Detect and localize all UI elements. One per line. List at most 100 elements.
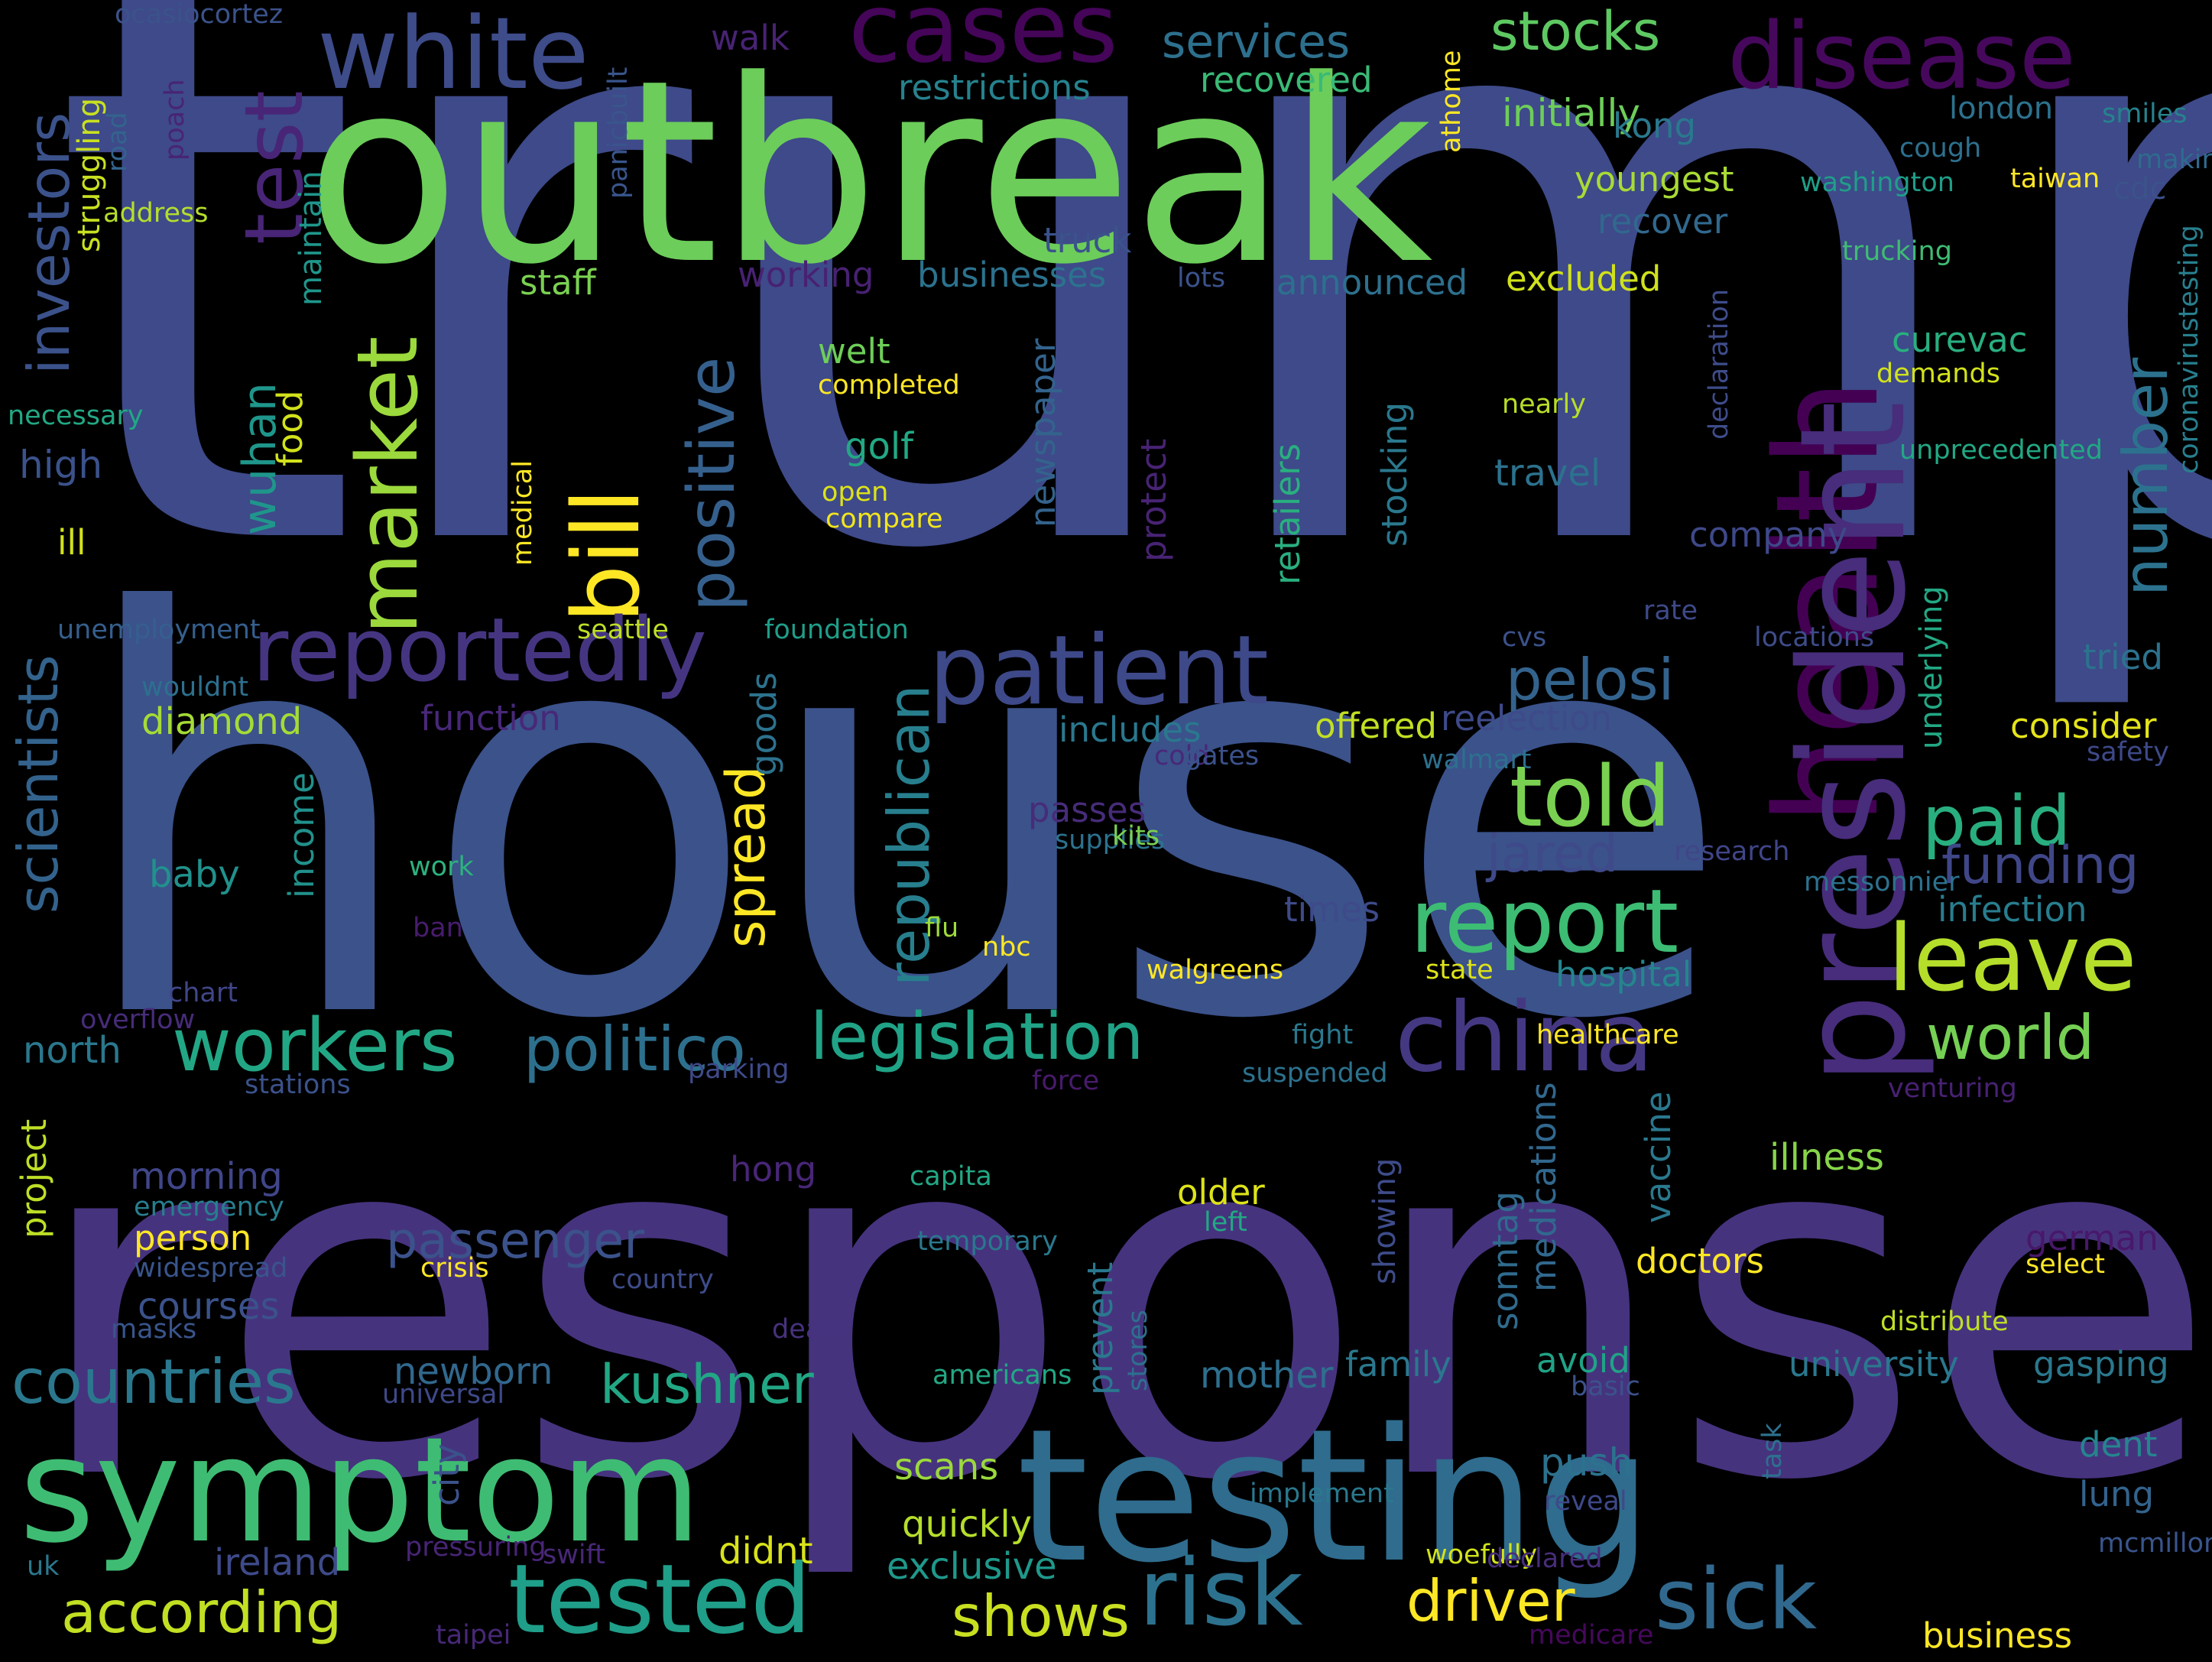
word-nbc: nbc (982, 932, 1031, 962)
word-golf: golf (845, 425, 914, 468)
word-travel: travel (1494, 452, 1601, 495)
word-safety: safety (2087, 737, 2169, 768)
word-includes: includes (1059, 709, 1201, 750)
word-jared: jared (1485, 824, 1618, 885)
word-unprecedented: unprecedented (1899, 435, 2103, 466)
word-declared: declared (1487, 1544, 1603, 1574)
word-politico: politico (524, 1014, 746, 1085)
word-cold: cold (1154, 741, 1210, 771)
word-locations: locations (1754, 622, 1874, 653)
word-didnt: didnt (718, 1530, 813, 1573)
word-cough: cough (1899, 133, 1981, 164)
word-passenger: passenger (386, 1212, 644, 1270)
word-poach: poach (160, 79, 190, 161)
word-morning: morning (130, 1155, 283, 1198)
word-flu: flu (925, 913, 958, 943)
word-basic: basic (1571, 1371, 1640, 1402)
word-road: road (102, 112, 133, 172)
word-cases: cases (848, 0, 1117, 84)
word-city: city (427, 1443, 467, 1506)
word-scientists: scientists (6, 654, 70, 914)
word-health: health (1745, 378, 1910, 826)
word-workers: workers (172, 1004, 458, 1088)
word-stations: stations (245, 1070, 351, 1100)
word-gasping: gasping (2033, 1344, 2169, 1384)
word-patient: patient (929, 615, 1269, 726)
word-sick: sick (1655, 1550, 1817, 1648)
word-market: market (339, 336, 436, 635)
word-high: high (19, 443, 102, 487)
word-research: research (1674, 836, 1789, 867)
word-foundation: foundation (764, 615, 909, 645)
word-unemployment: unemployment (57, 615, 261, 645)
word-funding: funding (1941, 836, 2139, 896)
word-lots: lots (1177, 263, 1225, 294)
word-offered: offered (1315, 706, 1437, 746)
word-quickly: quickly (902, 1503, 1032, 1546)
word-paid: paid (1922, 781, 2071, 862)
word-north: north (23, 1029, 122, 1072)
word-newborn: newborn (394, 1350, 553, 1393)
word-crisis: crisis (420, 1253, 489, 1284)
word-messonnier: messonnier (1804, 867, 1960, 898)
word-chart: chart (168, 978, 238, 1008)
word-venturing: venturing (1888, 1073, 2017, 1104)
word-german: german (2026, 1218, 2158, 1258)
word-china: china (1395, 982, 1654, 1093)
word-reportedly: reportedly (252, 599, 707, 702)
word-london: london (1949, 91, 2053, 126)
word-underlying: underlying (1914, 586, 1949, 749)
word-washington: washington (1800, 167, 1954, 198)
word-business: business (1922, 1615, 2072, 1656)
word-restrictions: restrictions (898, 67, 1091, 108)
word-youngest: youngest (1575, 159, 1734, 200)
word-supplies: supplies (1055, 825, 1165, 855)
word-reveal: reveal (1544, 1486, 1627, 1517)
word-diamond: diamond (141, 700, 302, 743)
word-prevent: prevent (1080, 1262, 1121, 1395)
word-masks: masks (111, 1314, 196, 1345)
word-trump: trump (47, 0, 2212, 725)
word-gates: gates (1185, 741, 1259, 771)
word-report: report (1410, 871, 1678, 973)
word-healthcare: healthcare (1536, 1020, 1679, 1050)
word-declaration: declaration (1704, 289, 1734, 440)
word-ireland: ireland (214, 1541, 340, 1584)
word-shows: shows (952, 1582, 1130, 1650)
word-trucking: trucking (1842, 236, 1952, 267)
word-seattle: seattle (577, 615, 669, 645)
word-goods: goods (744, 672, 784, 776)
word-lung: lung (2079, 1474, 2154, 1514)
word-number: number (2110, 358, 2181, 596)
word-universal: universal (382, 1379, 504, 1410)
word-nearly: nearly (1502, 389, 1586, 420)
word-capita: capita (910, 1161, 992, 1192)
word-doctors: doctors (1636, 1241, 1764, 1281)
word-demands: demands (1876, 359, 2000, 389)
word-scans: scans (894, 1446, 998, 1488)
word-testing: testing (1017, 1389, 1653, 1603)
word-medical: medical (508, 460, 538, 566)
word-necessary: necessary (8, 401, 144, 431)
word-baby: baby (149, 853, 240, 896)
word-widespread: widespread (134, 1253, 287, 1284)
word-businesses: businesses (917, 255, 1106, 295)
word-person: person (134, 1218, 251, 1258)
word-tried: tried (2083, 637, 2163, 677)
word-curevac: curevac (1892, 320, 2027, 360)
word-panicbuilt: panicbuilt (603, 67, 634, 199)
word-working: working (738, 255, 874, 295)
word-wouldnt: wouldnt (141, 672, 248, 703)
word-infection: infection (1938, 889, 2087, 930)
word-leave: leave (1888, 906, 2137, 1012)
word-spread: spread (715, 765, 777, 948)
word-fight: fight (1292, 1020, 1353, 1050)
word-wuhan: wuhan (233, 382, 287, 535)
word-countries: countries (11, 1346, 296, 1417)
word-protect: protect (1134, 439, 1174, 562)
word-announced: announced (1276, 262, 1468, 303)
word-function: function (420, 698, 561, 738)
word-implement: implement (1250, 1479, 1394, 1509)
